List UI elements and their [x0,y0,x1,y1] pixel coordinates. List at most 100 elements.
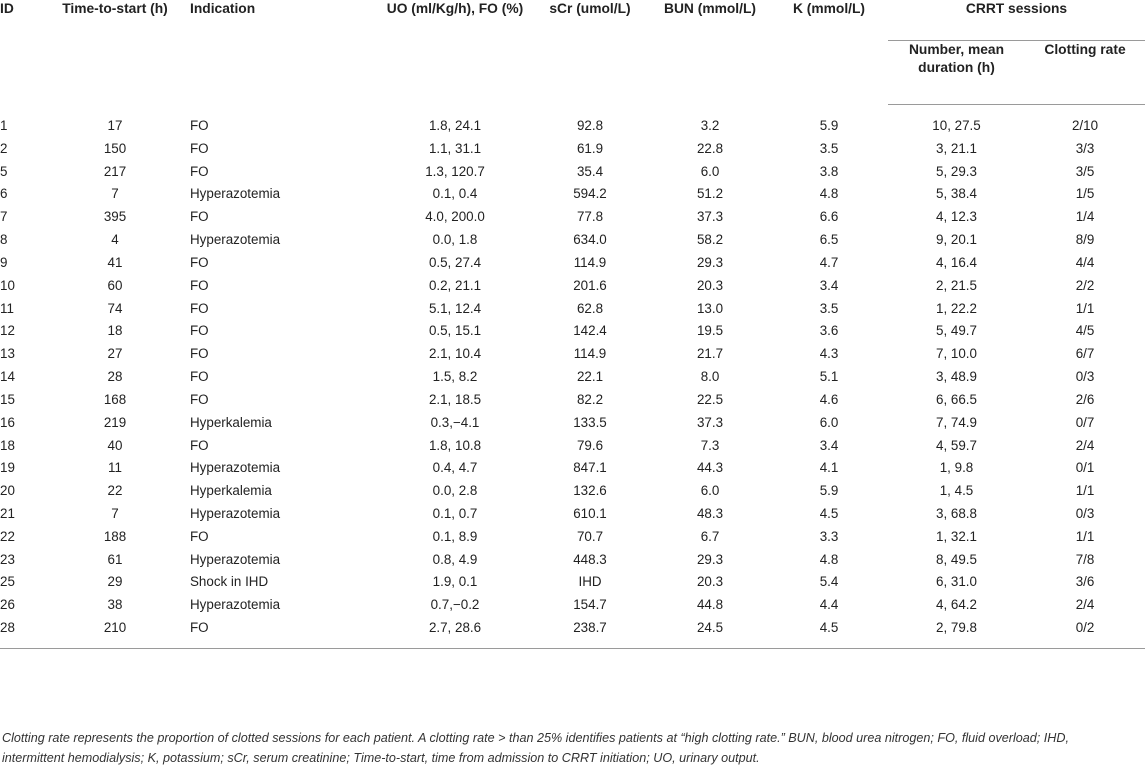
cell-uo-fo: 0.5, 15.1 [428,323,482,339]
cell-indication: Hyperazotemia [190,551,281,567]
cell-scr: 142.4 [573,323,607,339]
cell-scr: 61.9 [576,140,604,156]
cell-time-to-start: 395 [103,209,127,225]
header-uo-fo: UO (ml/Kg/h), FO (%) [386,1,524,16]
cell-scr: 62.8 [576,300,604,316]
cell-bun: 13.0 [696,300,724,316]
cell-bun: 19.5 [696,323,724,339]
table-row: 10 60 FO 0.2, 21.1 201.6 20.3 3.4 2, 21.5 2/2 [0,274,1145,297]
cell-time-to-start: 17 [107,117,123,133]
cell-scr: 77.8 [576,209,604,225]
table-body: 1 17 FO 1.8, 24.1 92.8 3.2 5.9 10, 27.5 2/10 2 150… [0,104,1145,649]
table-row: 14 28 FO 1.5, 8.2 22.1 8.0 5.1 3, 48.9 0/3 [0,366,1145,389]
cell-scr: 79.6 [576,437,604,453]
cell-k: 4.5 [770,616,888,649]
cell-k: 3.8 [819,163,839,179]
cell-bun: 48.3 [696,505,724,521]
cell-k: 3.4 [819,437,839,453]
cell-clotting-rate: 1/1 [1075,300,1095,316]
cell-time-to-start: 61 [107,551,123,567]
cell-uo-fo: 0.2, 21.1 [428,277,482,293]
cell-scr: 92.8 [576,117,604,133]
cell-k: 3.3 [819,528,839,544]
cell-k: 4.7 [819,254,839,270]
cell-scr: 132.6 [573,483,607,499]
cell-k: 5.1 [819,369,839,385]
cell-scr: 82.2 [576,391,604,407]
cell-scr: 448.3 [573,551,607,567]
table-row: 12 18 FO 0.5, 15.1 142.4 19.5 3.6 5, 49.7 4/5 [0,320,1145,343]
cell-bun: 6.7 [700,528,720,544]
cell-id: 11 [0,300,14,316]
cell-uo-fo: 1.8, 10.8 [428,437,482,453]
cell-indication: FO [190,117,209,133]
header-number-duration: Number, mean duration (h) [888,40,1025,105]
cell-scr: 610.1 [573,505,607,521]
header-k: K (mmol/L) [792,1,866,16]
cell-time-to-start: 41 [107,254,123,270]
cell-bun: 37.3 [696,414,724,430]
cell-k: 6.0 [819,414,839,430]
cell-number-duration: 4, 59.7 [936,437,977,453]
cell-scr: 238.7 [530,616,650,649]
table-row: 8 4 Hyperazotemia 0.0, 1.8 634.0 58.2 6.5 9, 20… [0,229,1145,252]
cell-scr: 22.1 [576,369,604,385]
cell-time-to-start: 4 [111,232,119,248]
cell-k: 5.9 [819,483,839,499]
cell-bun: 20.3 [696,574,724,590]
cell-uo-fo: 0.1, 8.9 [432,528,478,544]
cell-time-to-start: 210 [40,616,190,649]
cell-id: 19 [0,460,15,476]
cell-time-to-start: 7 [111,505,119,521]
cell-clotting-rate: 2/10 [1071,117,1099,133]
cell-bun: 21.7 [696,346,724,362]
cell-number-duration: 4, 12.3 [936,209,977,225]
cell-indication: FO [190,140,209,156]
cell-clotting-rate: 0/3 [1075,505,1095,521]
cell-number-duration: 5, 29.3 [936,163,977,179]
cell-indication: Hyperazotemia [190,232,281,248]
cell-scr: 114.9 [573,254,607,270]
header-id: ID [0,1,14,16]
cell-clotting-rate: 3/6 [1075,574,1095,590]
cell-k: 3.5 [819,300,839,316]
cell-time-to-start: 188 [103,528,127,544]
cell-id: 8 [0,232,8,248]
table-row: 21 7 Hyperazotemia 0.1, 0.7 610.1 48.3 4.5 3, 6… [0,503,1145,526]
cell-k: 3.6 [819,323,839,339]
cell-uo-fo: 0.5, 27.4 [428,254,482,270]
cell-indication: FO [190,437,209,453]
cell-bun: 29.3 [696,551,724,567]
cell-time-to-start: 11 [108,460,122,476]
cell-id: 7 [0,209,8,225]
cell-scr: 634.0 [573,232,607,248]
cell-clotting-rate: 1/1 [1075,483,1095,499]
cell-time-to-start: 38 [107,597,123,613]
cell-time-to-start: 219 [103,414,127,430]
cell-clotting-rate: 4/4 [1075,254,1095,270]
cell-k: 4.3 [819,346,839,362]
cell-bun: 24.5 [650,616,770,649]
cell-id: 9 [0,254,8,270]
cell-clotting-rate: 0/3 [1075,369,1095,385]
cell-scr: 154.7 [573,597,607,613]
cell-clotting-rate: 0/2 [1025,616,1145,649]
header-clotting-rate: Clotting rate [1025,40,1145,105]
cell-indication: FO [190,163,209,179]
cell-uo-fo: 1.3, 120.7 [425,163,485,179]
cell-clotting-rate: 6/7 [1075,346,1095,362]
cell-time-to-start: 60 [107,277,123,293]
cell-bun: 22.5 [696,391,724,407]
cell-uo-fo: 2.1, 18.5 [428,391,482,407]
cell-uo-fo: 0.1, 0.7 [432,505,478,521]
cell-indication: FO [190,254,209,270]
cell-uo-fo: 0.0, 1.8 [432,232,478,248]
cell-indication: FO [190,209,209,225]
table-row: 20 22 Hyperkalemia 0.0, 2.8 132.6 6.0 5.9 1, 4.… [0,480,1145,503]
cell-uo-fo: 1.5, 8.2 [432,369,478,385]
cell-id: 28 [0,616,40,649]
table-row: 26 38 Hyperazotemia 0.7,−0.2 154.7 44.8 4.4 4, … [0,594,1145,617]
cell-bun: 37.3 [696,209,724,225]
cell-number-duration: 4, 64.2 [936,597,977,613]
